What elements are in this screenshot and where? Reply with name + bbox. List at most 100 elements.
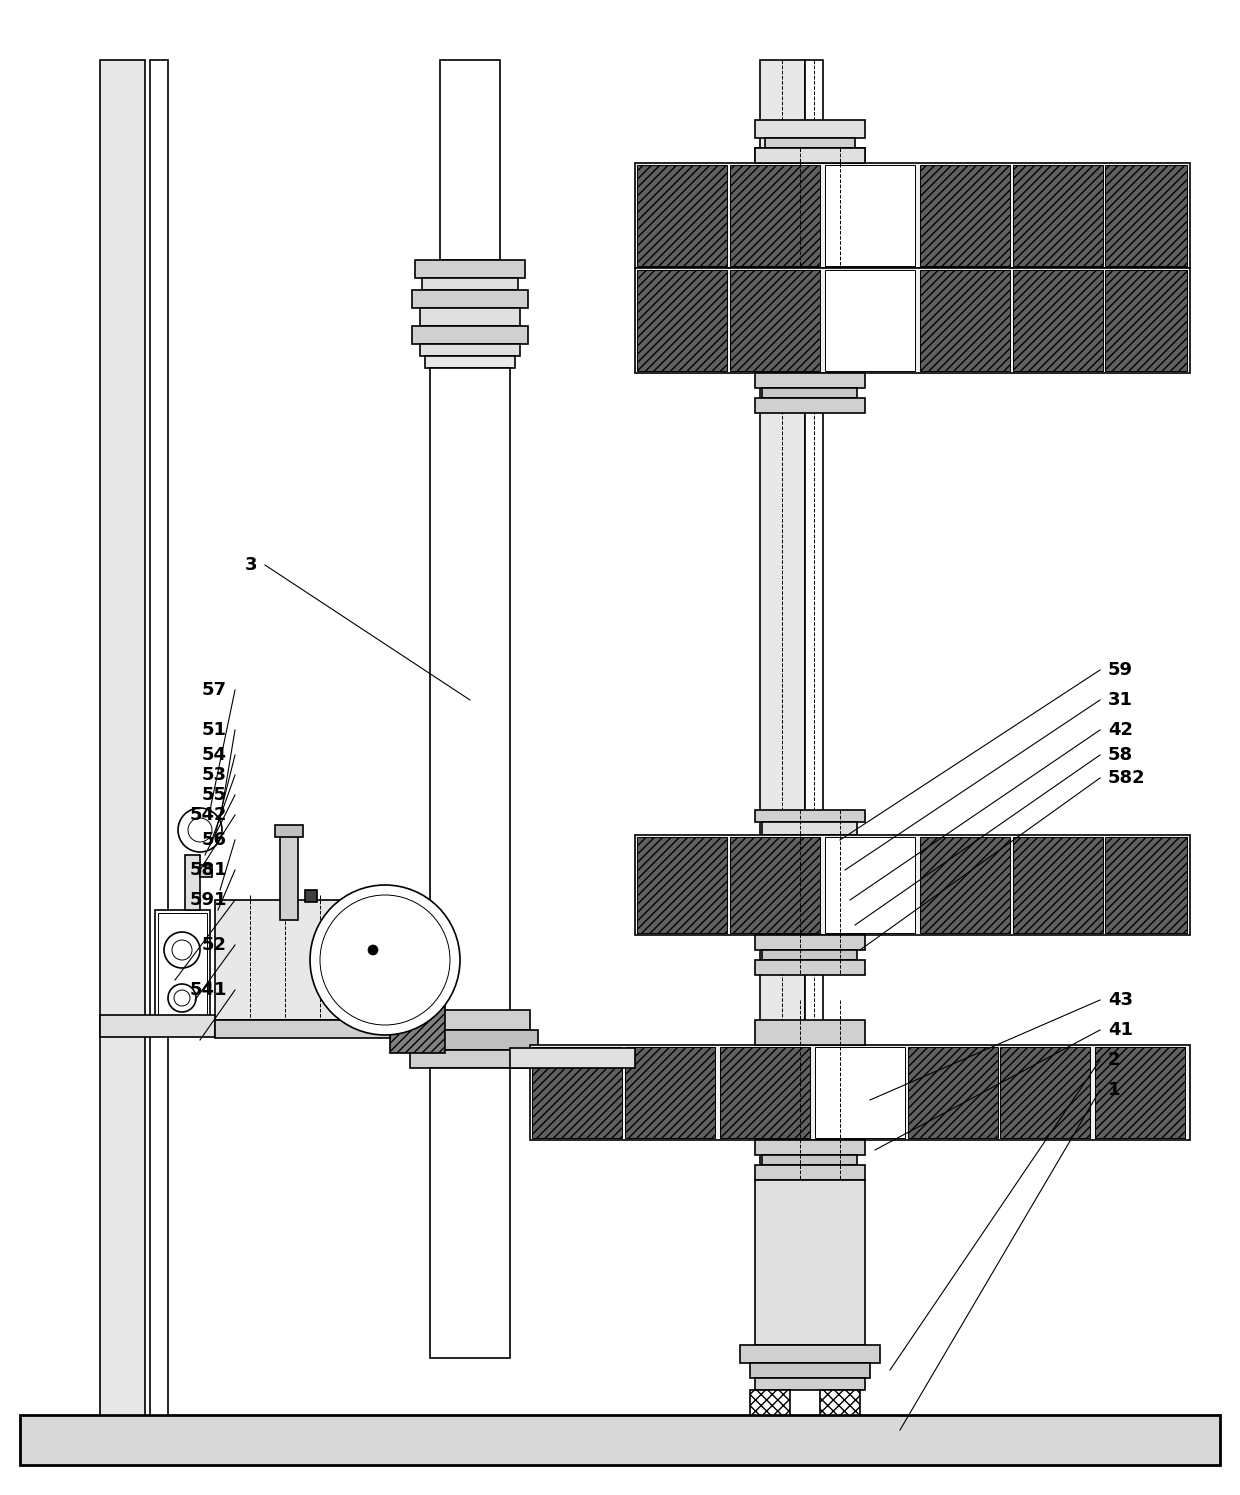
Bar — [391, 1005, 445, 1052]
Bar — [420, 308, 520, 326]
Bar — [765, 138, 856, 148]
Bar — [755, 810, 866, 822]
Ellipse shape — [164, 931, 200, 967]
Text: 57: 57 — [202, 682, 227, 700]
Bar — [920, 164, 1011, 266]
Text: 582: 582 — [1109, 768, 1146, 786]
Text: 2: 2 — [1109, 1051, 1121, 1069]
Bar — [305, 890, 317, 901]
Bar — [763, 822, 857, 836]
Bar — [215, 1020, 391, 1038]
Bar — [755, 372, 866, 389]
Bar — [755, 120, 866, 138]
Bar — [755, 148, 866, 163]
Bar — [420, 344, 520, 356]
Bar — [529, 1045, 1190, 1141]
Bar — [412, 290, 528, 308]
Text: 1: 1 — [1109, 1081, 1121, 1099]
Bar — [150, 60, 167, 1414]
Bar — [720, 1046, 810, 1138]
Bar — [1105, 164, 1187, 266]
Ellipse shape — [310, 885, 460, 1035]
Text: 52: 52 — [202, 936, 227, 954]
Bar — [763, 1156, 857, 1165]
Bar — [637, 837, 727, 933]
Bar — [215, 900, 391, 1020]
Bar — [412, 326, 528, 344]
Bar — [1013, 271, 1104, 371]
Bar — [510, 1048, 635, 1067]
Bar — [1013, 837, 1104, 933]
Bar — [185, 855, 200, 910]
Text: 53: 53 — [202, 765, 227, 783]
Bar — [280, 836, 298, 919]
Bar — [635, 836, 1190, 934]
Bar — [763, 389, 857, 398]
Bar — [422, 278, 518, 290]
Bar — [755, 148, 866, 163]
Text: 41: 41 — [1109, 1021, 1133, 1039]
Bar — [755, 960, 866, 975]
Bar — [755, 1180, 866, 1346]
Text: 56: 56 — [202, 831, 227, 849]
Text: 58: 58 — [1109, 746, 1133, 764]
Text: 581: 581 — [190, 861, 227, 879]
Bar — [1095, 1046, 1185, 1138]
Bar — [755, 1020, 866, 1045]
Bar — [755, 1165, 866, 1180]
Text: 541: 541 — [190, 981, 227, 999]
Bar — [100, 1015, 215, 1038]
Text: 42: 42 — [1109, 721, 1133, 739]
Bar — [825, 164, 915, 266]
Bar — [410, 1049, 529, 1067]
Bar — [920, 837, 1011, 933]
Bar — [637, 164, 727, 266]
Text: 542: 542 — [190, 806, 227, 824]
Bar — [415, 260, 525, 278]
Bar — [430, 368, 510, 1067]
Bar — [999, 1046, 1090, 1138]
Ellipse shape — [188, 818, 212, 842]
Bar — [635, 268, 1190, 372]
Text: 51: 51 — [202, 721, 227, 739]
Bar — [1105, 837, 1187, 933]
Bar — [155, 910, 210, 1026]
Text: 55: 55 — [202, 786, 227, 804]
Bar — [755, 1141, 866, 1156]
Bar — [100, 60, 145, 1414]
Bar — [402, 1030, 538, 1049]
Bar — [425, 356, 515, 368]
Bar — [755, 398, 866, 413]
Text: 591: 591 — [190, 891, 227, 909]
Bar — [820, 1390, 861, 1414]
Bar — [200, 866, 212, 878]
Bar — [730, 164, 820, 266]
Text: 31: 31 — [1109, 691, 1133, 709]
Bar — [740, 1346, 880, 1363]
Bar — [410, 1011, 529, 1030]
Ellipse shape — [167, 984, 196, 1012]
Bar — [805, 60, 823, 1354]
Bar — [730, 271, 820, 371]
Bar — [825, 837, 915, 933]
Bar — [755, 934, 866, 949]
Bar — [908, 1046, 998, 1138]
Bar — [1013, 164, 1104, 266]
Bar — [750, 1363, 870, 1378]
Bar — [920, 271, 1011, 371]
Bar — [532, 1046, 622, 1138]
Ellipse shape — [368, 945, 378, 955]
Ellipse shape — [179, 807, 222, 852]
Bar — [635, 163, 1190, 268]
Text: 43: 43 — [1109, 991, 1133, 1009]
Bar — [1105, 271, 1187, 371]
Ellipse shape — [320, 896, 450, 1026]
Ellipse shape — [174, 990, 190, 1006]
Bar — [430, 1067, 510, 1357]
Text: 59: 59 — [1109, 661, 1133, 679]
Bar — [730, 837, 820, 933]
Bar — [755, 1378, 866, 1390]
Bar — [763, 949, 857, 960]
Bar — [637, 271, 727, 371]
Ellipse shape — [172, 940, 192, 960]
